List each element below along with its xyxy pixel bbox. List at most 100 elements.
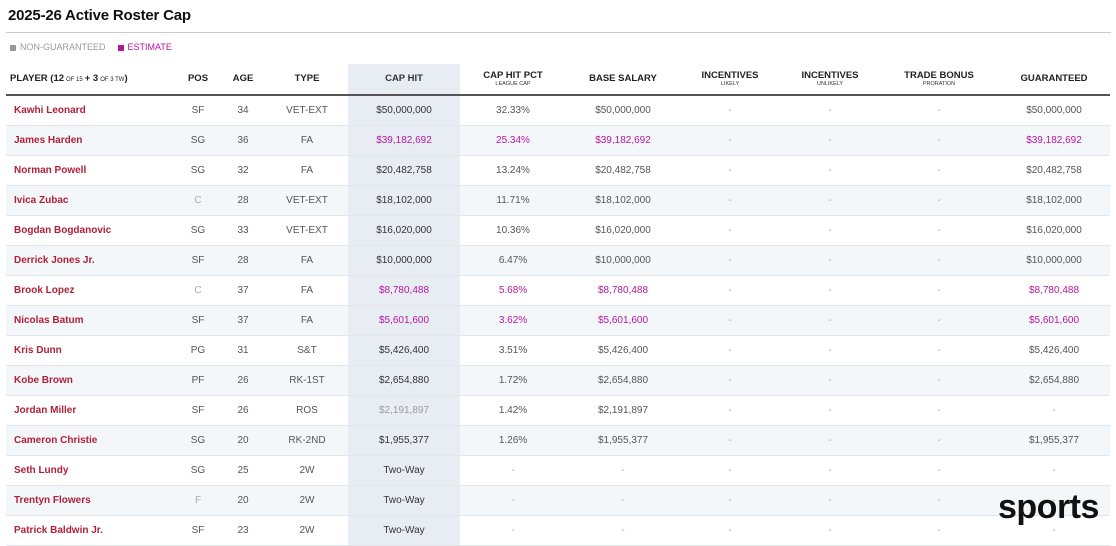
table-cell: 37 — [220, 305, 266, 336]
table-cell: - — [998, 485, 1110, 516]
column-header[interactable]: POS — [176, 64, 220, 96]
player-name[interactable]: Kobe Brown — [14, 375, 73, 386]
legend-swatch — [10, 44, 16, 51]
table-cell: 6.47% — [460, 245, 566, 276]
player-name[interactable]: Kris Dunn — [14, 345, 62, 356]
table-cell: - — [998, 395, 1110, 426]
table-cell: SG — [176, 455, 220, 486]
table-cell: 20 — [220, 485, 266, 516]
player-row: Kawhi Leonard SF 34 VET-EXT $50,000,000 32.33… — [6, 95, 1110, 126]
table-cell: - — [680, 155, 780, 186]
table-cell: - — [680, 515, 780, 546]
table-cell: $1,955,377 — [998, 425, 1110, 456]
column-header[interactable]: INCENTIVES LIKELY — [680, 64, 780, 96]
legend-item: NON-GUARANTEED — [10, 42, 106, 52]
table-cell: - — [998, 515, 1110, 546]
table-cell: - — [880, 485, 998, 516]
player-name[interactable]: Brook Lopez — [14, 285, 75, 296]
table-cell: $2,191,897 — [566, 395, 680, 426]
column-header[interactable]: GUARANTEED — [998, 64, 1110, 96]
table-cell: - — [566, 455, 680, 486]
table-cell: 26 — [220, 395, 266, 426]
column-header[interactable]: BASE SALARY — [566, 64, 680, 96]
player-name[interactable]: Nicolas Batum — [14, 315, 84, 326]
table-cell: - — [460, 485, 566, 516]
table-cell: $10,000,000 — [348, 245, 460, 276]
table-cell: $16,020,000 — [566, 215, 680, 246]
player-row: Trentyn Flowers F 20 2W Two-Way - - - - - - — [6, 485, 1110, 516]
table-cell: - — [880, 395, 998, 426]
player-header-part: ) — [124, 72, 128, 84]
player-name[interactable]: Patrick Baldwin Jr. — [14, 525, 103, 536]
table-cell: $18,102,000 — [566, 185, 680, 216]
table-cell: $10,000,000 — [998, 245, 1110, 276]
table-cell: FA — [266, 125, 348, 156]
column-label: INCENTIVES — [801, 69, 859, 81]
table-cell: $20,482,758 — [348, 155, 460, 186]
table-cell: $39,182,692 — [348, 125, 460, 156]
table-cell: - — [780, 455, 880, 486]
column-label: GUARANTEED — [1020, 72, 1088, 84]
table-cell: - — [780, 515, 880, 546]
legend: NON-GUARANTEED ESTIMATE — [10, 42, 172, 52]
player-cell: Patrick Baldwin Jr. — [6, 515, 176, 546]
player-cell: Nicolas Batum — [6, 305, 176, 336]
column-header[interactable]: INCENTIVES UNLIKELY — [780, 64, 880, 96]
player-name[interactable]: Jordan Miller — [14, 405, 77, 416]
table-cell: $2,654,880 — [566, 365, 680, 396]
player-cell: Derrick Jones Jr. — [6, 245, 176, 276]
table-cell: $5,426,400 — [348, 335, 460, 366]
player-name[interactable]: Seth Lundy — [14, 465, 69, 476]
table-cell: - — [680, 215, 780, 246]
table-head: PLAYER (12 OF 15 + 3 OF 3 TW) POS AGE TYPE CAP … — [6, 64, 1110, 96]
table-cell: SG — [176, 125, 220, 156]
column-header[interactable]: TYPE — [266, 64, 348, 96]
player-name[interactable]: Cameron Christie — [14, 435, 98, 446]
table-cell: 36 — [220, 125, 266, 156]
table-cell: C — [176, 275, 220, 306]
player-cell: Kris Dunn — [6, 335, 176, 366]
player-name[interactable]: Bogdan Bogdanovic — [14, 225, 112, 236]
table-cell: FA — [266, 245, 348, 276]
table-cell: $10,000,000 — [566, 245, 680, 276]
table-cell: Two-Way — [348, 455, 460, 486]
table-cell: - — [680, 485, 780, 516]
player-row: Nicolas Batum SF 37 FA $5,601,600 3.62% $5,601… — [6, 305, 1110, 336]
table-cell: FA — [266, 305, 348, 336]
player-name[interactable]: Trentyn Flowers — [14, 495, 91, 506]
table-cell: 26 — [220, 365, 266, 396]
player-header-part: + 3 — [84, 72, 99, 84]
table-cell: $20,482,758 — [998, 155, 1110, 186]
table-cell: $2,654,880 — [998, 365, 1110, 396]
table-cell: SG — [176, 215, 220, 246]
table-cell: 3.51% — [460, 335, 566, 366]
player-name[interactable]: Kawhi Leonard — [14, 105, 86, 116]
player-name[interactable]: Ivica Zubac — [14, 195, 69, 206]
table-cell: - — [680, 425, 780, 456]
player-cell: Bogdan Bogdanovic — [6, 215, 176, 246]
table-cell: $16,020,000 — [998, 215, 1110, 246]
table-cell: - — [880, 155, 998, 186]
table-cell: - — [780, 95, 880, 126]
column-header[interactable]: CAP HIT PCT LEAGUE CAP — [460, 64, 566, 96]
player-row: Norman Powell SG 32 FA $20,482,758 13.24% $20,… — [6, 155, 1110, 186]
player-cell: Seth Lundy — [6, 455, 176, 486]
table-cell: SF — [176, 395, 220, 426]
table-cell: ROS — [266, 395, 348, 426]
column-header[interactable]: AGE — [220, 64, 266, 96]
table-cell: - — [880, 515, 998, 546]
player-name[interactable]: James Harden — [14, 135, 83, 146]
player-name[interactable]: Norman Powell — [14, 165, 87, 176]
table-cell: - — [880, 275, 998, 306]
column-header[interactable]: CAP HIT — [348, 64, 460, 96]
table-cell: $18,102,000 — [348, 185, 460, 216]
column-header[interactable]: TRADE BONUS PRORATION — [880, 64, 998, 96]
player-header[interactable]: PLAYER (12 OF 15 + 3 OF 3 TW) — [6, 64, 176, 96]
table-cell: 1.26% — [460, 425, 566, 456]
player-name[interactable]: Derrick Jones Jr. — [14, 255, 95, 266]
table-cell: - — [780, 185, 880, 216]
player-cell: Kobe Brown — [6, 365, 176, 396]
table-cell: - — [780, 485, 880, 516]
table-cell: - — [680, 335, 780, 366]
